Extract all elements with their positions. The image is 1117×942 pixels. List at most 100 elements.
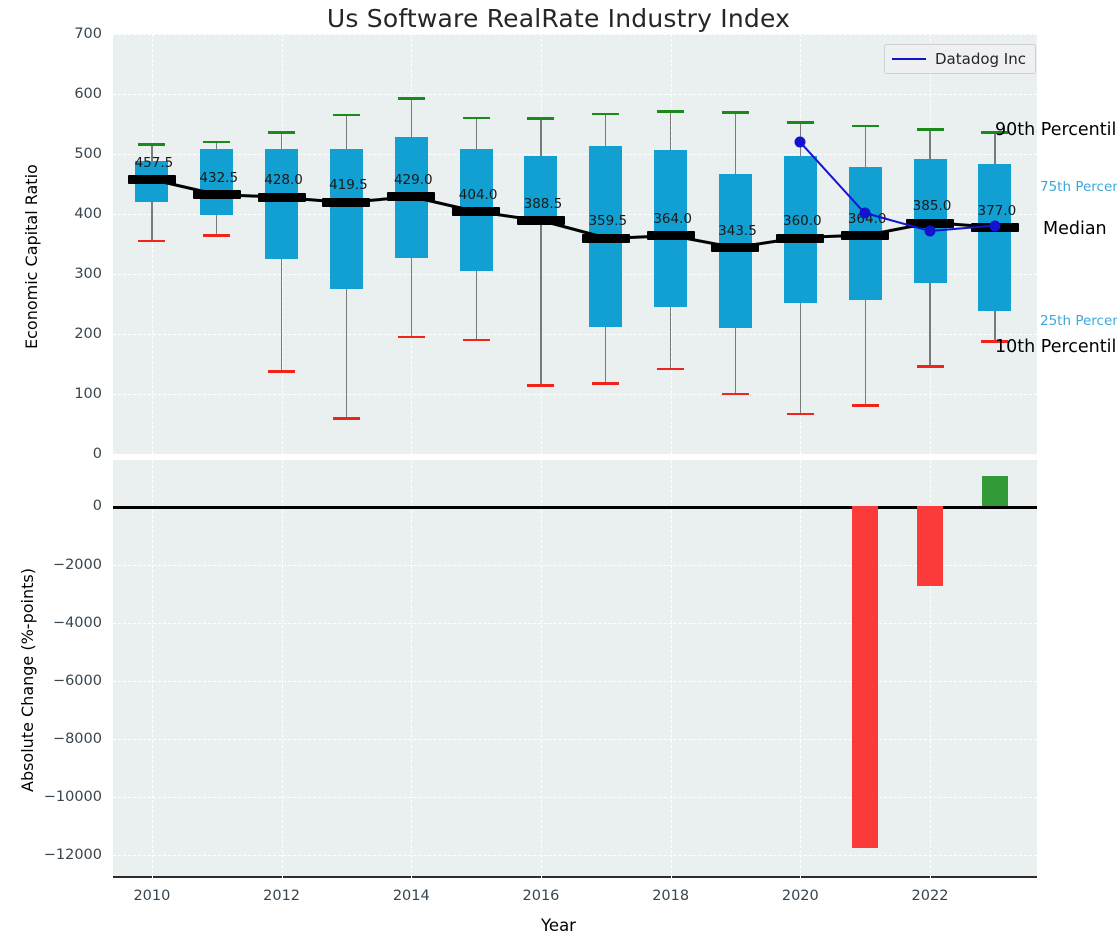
cap-90th-2020 — [787, 121, 814, 124]
change-panel-vgridline-2018 — [671, 460, 672, 878]
median-marker-2020 — [776, 234, 824, 243]
box-2020[interactable] — [784, 156, 817, 304]
cap-10th-2017 — [592, 382, 619, 385]
index-panel-ytick-400: 400 — [50, 206, 102, 222]
median-marker-2013 — [322, 198, 370, 207]
cap-10th-2020 — [787, 413, 814, 416]
index-panel-ytick-300: 300 — [50, 266, 102, 282]
index-panel-plot-area — [113, 34, 1037, 454]
change-bar-2022[interactable] — [917, 506, 943, 586]
x-tick-2016: 2016 — [523, 888, 560, 904]
datadog-point-2023[interactable] — [989, 221, 1000, 232]
change-panel-ytick-0: 0 — [20, 498, 102, 514]
change-panel-gridline--6000 — [113, 681, 1037, 682]
change-panel-plot-area — [113, 460, 1037, 878]
change-panel-ytick--12000: −12000 — [20, 847, 102, 863]
cap-90th-2011 — [203, 141, 230, 144]
cap-10th-2013 — [333, 417, 360, 420]
cap-10th-2018 — [657, 368, 684, 371]
datadog-point-2020[interactable] — [795, 137, 806, 148]
annotation-25th-percentile: 25th Percentile — [1040, 313, 1117, 329]
cap-90th-2012 — [268, 131, 295, 134]
cap-90th-2016 — [527, 117, 554, 120]
change-panel-gridline--4000 — [113, 623, 1037, 624]
median-label-2022: 385.0 — [913, 198, 952, 214]
datadog-point-2022[interactable] — [925, 226, 936, 237]
datadog-point-2021[interactable] — [860, 208, 871, 219]
change-bar-2021[interactable] — [852, 506, 878, 847]
x-tick-2022: 2022 — [912, 888, 949, 904]
cap-90th-2022 — [917, 128, 944, 131]
x-tick-2020: 2020 — [782, 888, 819, 904]
cap-10th-2012 — [268, 370, 295, 373]
median-marker-2019 — [711, 243, 759, 252]
annotation-75th-percentile: 75th Percentile — [1040, 179, 1117, 195]
index-panel-ytick-0: 0 — [50, 446, 102, 462]
index-panel-gridline-700 — [113, 34, 1037, 35]
index-panel-gridline-600 — [113, 94, 1037, 95]
median-label-2013: 419.5 — [329, 177, 368, 193]
cap-90th-2014 — [398, 97, 425, 100]
annotation-10th-percentile: 10th Percentile — [995, 337, 1117, 357]
panel-bottom-border — [113, 876, 1037, 878]
cap-90th-2010 — [138, 143, 165, 146]
index-panel-ytick-600: 600 — [50, 86, 102, 102]
change-panel-gridline--10000 — [113, 797, 1037, 798]
median-label-2023: 377.0 — [978, 203, 1017, 219]
median-marker-2011 — [193, 190, 241, 199]
median-label-2011: 432.5 — [199, 170, 238, 186]
legend-line-icon — [892, 58, 926, 60]
x-tick-2014: 2014 — [393, 888, 430, 904]
index-panel-gridline-0 — [113, 454, 1037, 455]
cap-90th-2013 — [333, 114, 360, 117]
change-panel-vgridline-2016 — [541, 460, 542, 878]
median-label-2014: 429.0 — [394, 172, 433, 188]
change-panel-zero-line — [113, 506, 1037, 508]
cap-10th-2016 — [527, 384, 554, 387]
median-marker-2015 — [452, 207, 500, 216]
cap-90th-2018 — [657, 110, 684, 113]
box-2016[interactable] — [524, 156, 557, 223]
change-panel-gridline--12000 — [113, 855, 1037, 856]
change-panel-vgridline-2014 — [411, 460, 412, 878]
change-panel-gridline--8000 — [113, 739, 1037, 740]
cap-90th-2015 — [463, 117, 490, 120]
index-panel-gridline-400 — [113, 214, 1037, 215]
median-label-2012: 428.0 — [264, 172, 303, 188]
median-label-2018: 364.0 — [653, 211, 692, 227]
index-panel-gridline-500 — [113, 154, 1037, 155]
index-panel-vgridline-2010 — [152, 34, 153, 454]
legend-label-datadog: Datadog Inc — [935, 50, 1026, 68]
median-marker-2018 — [647, 231, 695, 240]
annotation-90th-percentile: 90th Percentile — [995, 120, 1117, 140]
cap-90th-2019 — [722, 111, 749, 114]
median-marker-2021 — [841, 231, 889, 240]
x-tick-2010: 2010 — [133, 888, 170, 904]
box-2023[interactable] — [978, 164, 1011, 311]
median-label-2017: 359.5 — [588, 213, 627, 229]
index-panel-ytick-100: 100 — [50, 386, 102, 402]
box-2013[interactable] — [330, 149, 363, 289]
index-panel-gridline-300 — [113, 274, 1037, 275]
x-tick-2018: 2018 — [652, 888, 689, 904]
change-panel-gridline--2000 — [113, 565, 1037, 566]
legend[interactable]: Datadog Inc — [884, 44, 1036, 74]
index-panel-ytick-700: 700 — [50, 26, 102, 42]
median-marker-2014 — [387, 192, 435, 201]
median-label-2019: 343.5 — [718, 223, 757, 239]
chart-root: Us Software RealRate Industry Index 0100… — [0, 0, 1117, 942]
box-2012[interactable] — [265, 149, 298, 259]
index-panel-y-axis-label: Economic Capital Ratio — [22, 164, 41, 349]
cap-10th-2019 — [722, 393, 749, 396]
median-label-2015: 404.0 — [459, 187, 498, 203]
x-tick-2012: 2012 — [263, 888, 300, 904]
box-2018[interactable] — [654, 150, 687, 307]
cap-10th-2015 — [463, 339, 490, 342]
index-panel-ytick-200: 200 — [50, 326, 102, 342]
cap-90th-2017 — [592, 113, 619, 116]
index-panel-gridline-200 — [113, 334, 1037, 335]
change-bar-2023[interactable] — [982, 476, 1008, 506]
median-marker-2017 — [582, 234, 630, 243]
cap-10th-2011 — [203, 234, 230, 237]
median-marker-2010 — [128, 175, 176, 184]
